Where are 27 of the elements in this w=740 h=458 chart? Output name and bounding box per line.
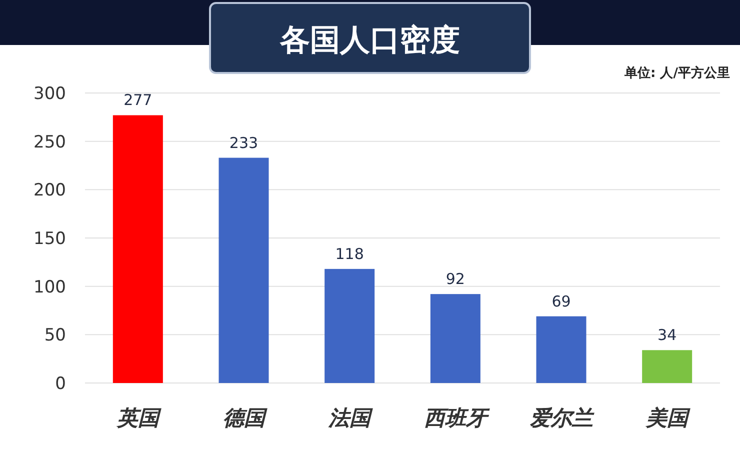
data-label: 233 [229, 134, 258, 152]
data-label: 34 [658, 326, 677, 344]
y-tick-label: 250 [34, 132, 66, 152]
y-tick-label: 50 [44, 326, 66, 346]
data-label: 277 [124, 91, 152, 110]
data-label: 69 [552, 292, 571, 310]
x-tick-label: 西班牙 [424, 406, 490, 430]
data-label: 118 [335, 244, 364, 263]
bar [112, 115, 163, 383]
x-tick-label: 英国 [116, 406, 162, 430]
chart-title: 各国人口密度 [279, 23, 460, 58]
data-label: 92 [446, 270, 465, 288]
x-tick-label: 德国 [222, 406, 268, 430]
x-tick-label: 法国 [328, 406, 374, 430]
text: 单位: 人/平方公里 [624, 65, 730, 81]
y-tick-label: 300 [34, 84, 66, 104]
bar [642, 350, 692, 383]
bar [324, 268, 375, 383]
y-tick-label: 0 [55, 374, 66, 394]
y-tick-label: 150 [34, 229, 66, 249]
bar [536, 316, 586, 383]
x-tick-label: 爱尔兰 [528, 406, 595, 430]
bar [218, 158, 269, 383]
y-tick-label: 100 [34, 277, 66, 298]
bar [430, 294, 480, 383]
y-tick-label: 200 [34, 180, 66, 201]
x-tick-label: 美国 [645, 406, 692, 430]
